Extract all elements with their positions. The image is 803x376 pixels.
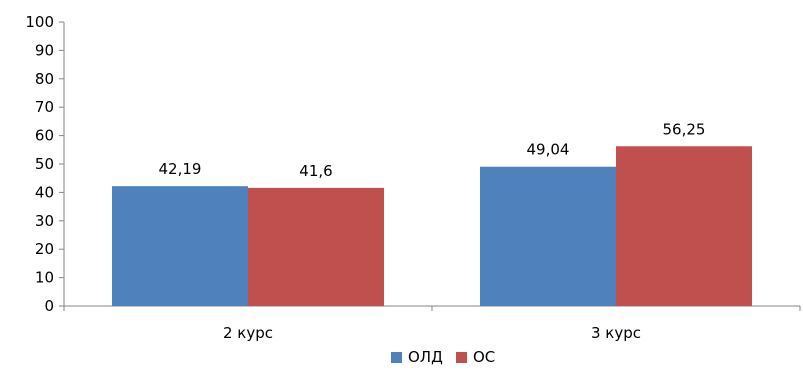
y-tick-label: 80	[35, 70, 54, 88]
data-label: 56,25	[663, 120, 706, 138]
x-axis: 2 курс 3 курс	[63, 305, 801, 342]
y-tick-label: 40	[35, 183, 54, 201]
y-tick-label: 50	[35, 155, 54, 173]
bar-old	[480, 166, 616, 306]
x-category-label: 2 курс	[223, 324, 273, 342]
legend-label: ОЛД	[408, 348, 443, 366]
y-tick-label: 100	[25, 13, 54, 31]
y-axis: 0 10 20 30 40 50 60 70 80 90 100	[25, 13, 65, 315]
y-tick-label: 70	[35, 98, 54, 116]
bar-os	[616, 146, 752, 306]
data-label: 49,04	[527, 141, 570, 159]
data-label: 41,6	[299, 162, 332, 180]
bars	[112, 146, 752, 306]
data-labels: 42,19 41,6 49,04 56,25	[159, 120, 706, 180]
y-tick-label: 0	[44, 297, 54, 315]
x-category-label: 3 курс	[591, 324, 641, 342]
y-tick-label: 90	[35, 41, 54, 59]
bar-old	[112, 186, 248, 306]
bar-os	[248, 187, 384, 306]
legend-swatch	[391, 352, 402, 363]
legend-label: ОС	[473, 348, 495, 366]
y-tick-label: 60	[35, 127, 54, 145]
legend: ОЛД ОС	[391, 348, 495, 366]
y-tick-label: 10	[35, 269, 54, 287]
y-tick-label: 20	[35, 240, 54, 258]
data-label: 42,19	[159, 160, 202, 178]
legend-swatch	[456, 352, 467, 363]
y-tick-label: 30	[35, 212, 54, 230]
